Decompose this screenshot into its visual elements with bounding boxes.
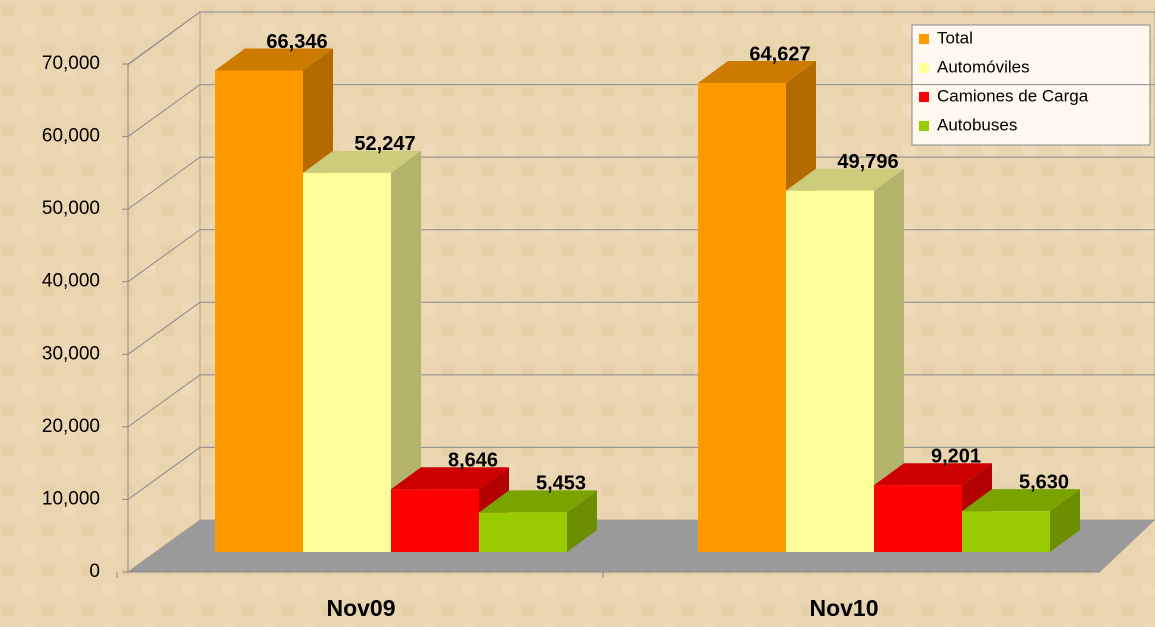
legend-label: Automóviles (937, 57, 1030, 76)
bar-side (567, 490, 597, 552)
value-label: 5,630 (1019, 471, 1069, 493)
value-label: 9,201 (931, 446, 981, 468)
legend-swatch (919, 63, 929, 73)
legend-label: Camiones de Carga (937, 86, 1089, 105)
bar-top (303, 150, 421, 173)
bar-top (874, 463, 992, 486)
value-label: 8,646 (448, 450, 498, 472)
bar-top (215, 48, 333, 71)
bar (215, 70, 303, 552)
bar-top (479, 490, 597, 513)
grid-line (127, 84, 1155, 137)
grid-line (127, 156, 1155, 210)
value-label: 64,627 (749, 43, 810, 65)
legend-swatch (919, 92, 929, 102)
bar-top (698, 60, 816, 83)
value-label: 5,453 (536, 473, 586, 495)
x-tick-label: Nov09 (326, 595, 395, 621)
y-tick-label: 0 (89, 561, 100, 582)
bar (786, 190, 874, 552)
bar-side (874, 168, 904, 552)
y-tick-label: 20,000 (42, 416, 100, 437)
legend-swatch (919, 121, 929, 131)
value-label: 52,247 (354, 133, 415, 155)
value-label: 66,346 (266, 31, 327, 53)
legend-label: Total (937, 28, 973, 47)
bar-top (786, 168, 904, 191)
grid-line (127, 11, 1155, 65)
y-tick-label: 30,000 (42, 343, 100, 364)
bar-top (391, 467, 509, 490)
x-tick-label: Nov10 (809, 595, 878, 621)
bar (698, 82, 786, 553)
bar-top (962, 489, 1080, 512)
bar (391, 489, 479, 552)
y-tick-label: 50,000 (42, 198, 100, 219)
bar (874, 485, 962, 552)
y-tick-label: 40,000 (42, 271, 100, 292)
legend-label: Autobuses (937, 115, 1017, 134)
y-tick-label: 60,000 (42, 126, 100, 147)
value-label: 49,796 (837, 151, 898, 173)
y-tick-label: 10,000 (42, 488, 100, 509)
y-tick-label: 70,000 (42, 53, 100, 74)
bar (303, 172, 391, 552)
bar (962, 511, 1050, 552)
bar-side (1050, 489, 1080, 552)
legend-swatch (919, 34, 929, 44)
bar-side (391, 150, 421, 552)
bar (479, 512, 567, 552)
